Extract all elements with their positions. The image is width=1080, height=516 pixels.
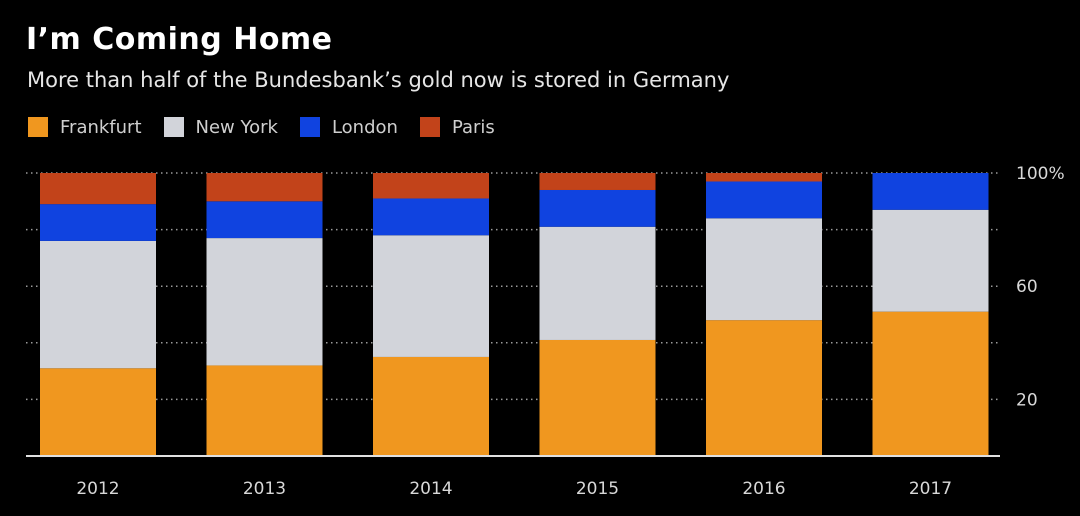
legend-item-frankfurt: Frankfurt [28,117,142,138]
bar-new-york-2017 [872,209,989,312]
legend: Frankfurt New York London Paris [28,114,517,140]
legend-swatch-new-york [163,117,184,137]
bar-paris-2014 [373,173,489,199]
bar-london-2013 [206,201,323,239]
y-tick-label-20: 20 [1016,390,1038,410]
bar-london-2012 [40,204,156,241]
x-tick-label-2017: 2017 [909,479,952,499]
bar-paris-2012 [40,173,156,205]
bar-new-york-2016 [706,218,822,321]
bar-frankfurt-2012 [40,368,156,456]
x-tick-label-2014: 2014 [409,479,452,499]
bar-frankfurt-2015 [539,339,656,456]
bar-paris-2016 [706,173,822,182]
bar-new-york-2013 [206,238,323,366]
bar-frankfurt-2016 [706,320,822,456]
bar-london-2016 [706,181,822,219]
y-tick-label-100: 100% [1016,164,1065,184]
x-tick-label-2012: 2012 [76,479,119,499]
x-tick-label-2015: 2015 [576,479,619,499]
legend-label-london: London [331,116,398,138]
bar-new-york-2015 [539,226,656,340]
legend-swatch-london [299,117,320,137]
legend-swatch-frankfurt [28,117,48,137]
y-tick-label-60: 60 [1016,277,1038,297]
chart-subtitle: More than half of the Bundesbank’s gold … [27,68,730,92]
legend-label-new-york: New York [195,116,278,138]
x-tick-label-2013: 2013 [243,479,286,499]
bar-london-2014 [373,198,489,236]
bar-frankfurt-2013 [206,365,323,456]
bar-london-2015 [539,189,656,227]
legend-swatch-paris [419,117,440,137]
bar-new-york-2014 [373,235,489,357]
bar-paris-2013 [206,173,323,202]
bar-new-york-2012 [40,240,156,369]
bar-frankfurt-2014 [373,356,489,456]
legend-item-paris: Paris [419,116,495,138]
bar-paris-2015 [539,173,656,190]
chart-title: I’m Coming Home [26,22,333,57]
legend-item-london: London [299,116,398,138]
bar-london-2017 [872,173,989,210]
legend-label-frankfurt: Frankfurt [60,116,142,138]
legend-label-paris: Paris [451,116,495,138]
x-tick-label-2016: 2016 [742,479,785,499]
legend-item-new-york: New York [163,116,278,138]
bar-frankfurt-2017 [872,311,989,456]
